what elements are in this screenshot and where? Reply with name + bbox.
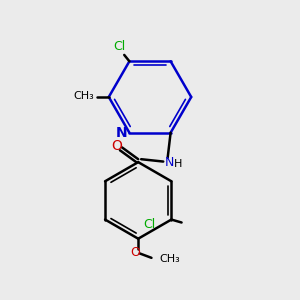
Text: CH₃: CH₃ bbox=[160, 254, 181, 264]
Text: Cl: Cl bbox=[114, 40, 126, 53]
Text: O: O bbox=[130, 246, 140, 259]
Text: H: H bbox=[174, 160, 182, 170]
Text: Cl: Cl bbox=[143, 218, 155, 231]
Text: O: O bbox=[111, 139, 122, 153]
Text: N: N bbox=[164, 156, 174, 169]
Text: CH₃: CH₃ bbox=[74, 91, 94, 100]
Text: N: N bbox=[115, 126, 127, 140]
